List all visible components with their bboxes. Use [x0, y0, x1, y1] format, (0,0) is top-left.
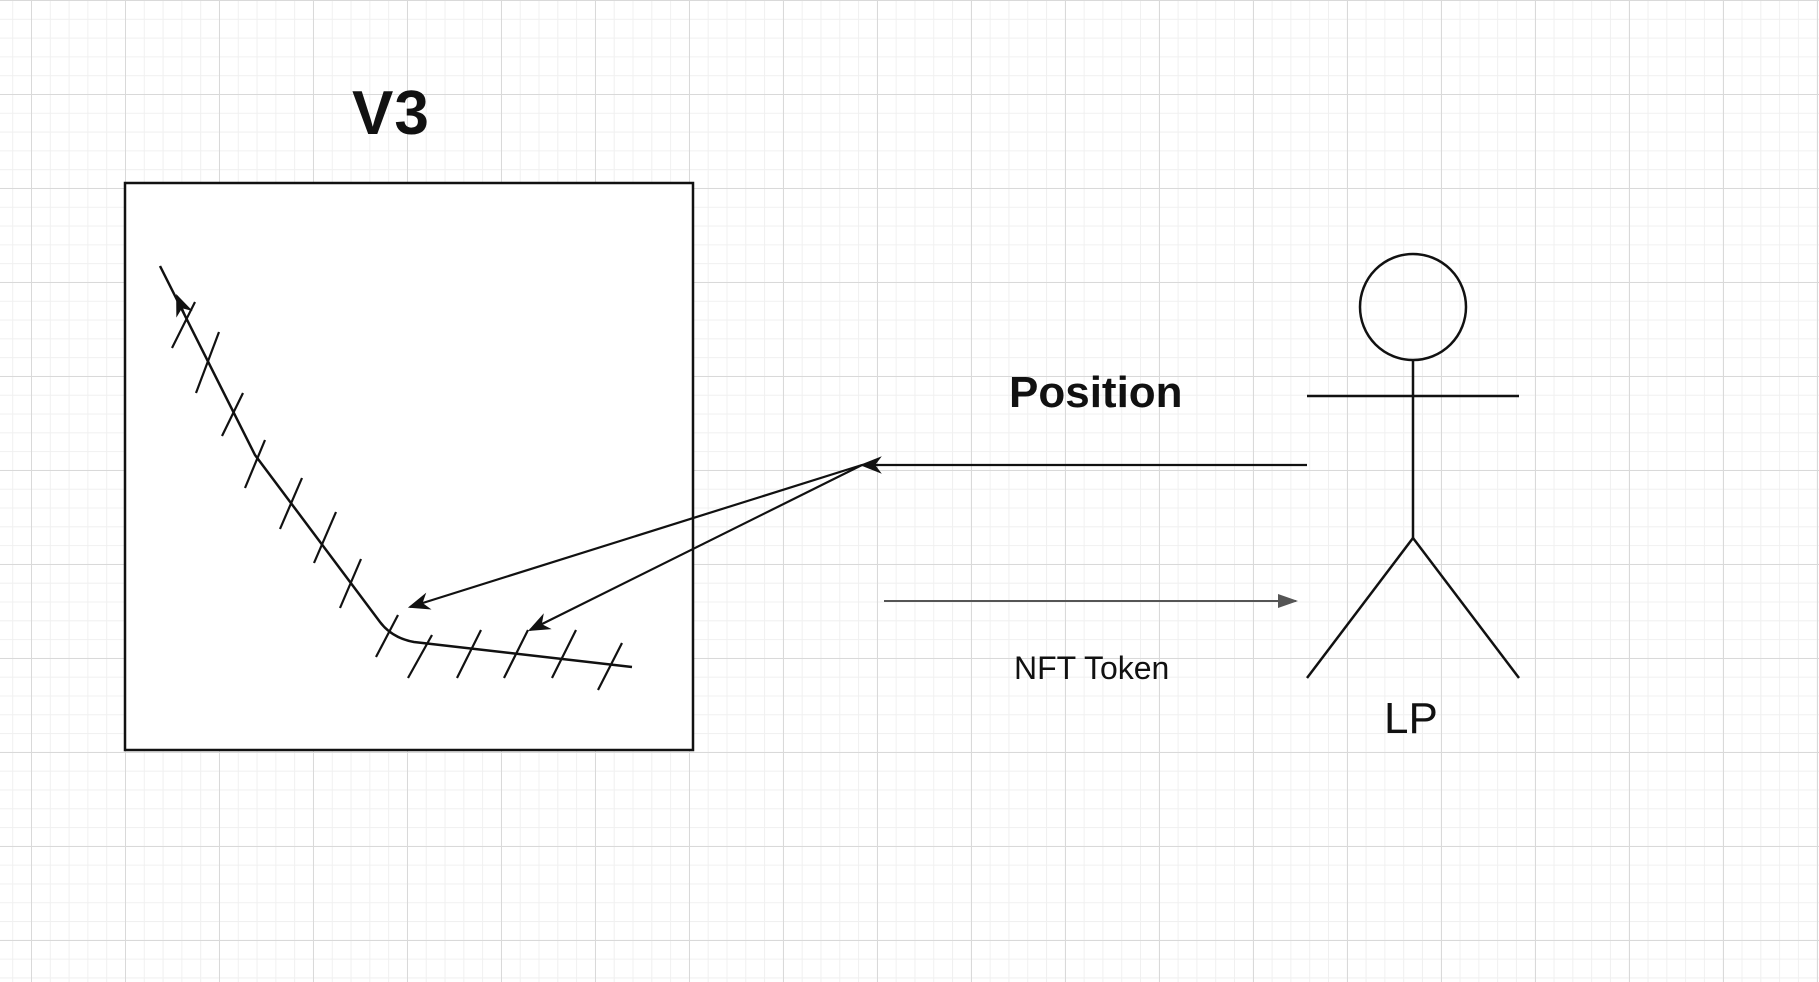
curve-start-arrow: [176, 293, 193, 319]
nft-token-label: NFT Token: [1014, 650, 1170, 686]
diagram-title: V3: [352, 79, 430, 148]
position-branch-arrow-1: [407, 463, 863, 610]
position-label: Position: [1009, 368, 1183, 417]
pool-box: [123, 181, 695, 752]
range-hatches-lower: [375, 614, 623, 691]
liquidity-curve: [158, 265, 633, 669]
lp-label: LP: [1384, 694, 1438, 743]
position-branch-arrow-2: [528, 464, 863, 631]
lp-actor-icon: [1306, 252, 1520, 679]
range-hatches-upper: [171, 301, 363, 609]
